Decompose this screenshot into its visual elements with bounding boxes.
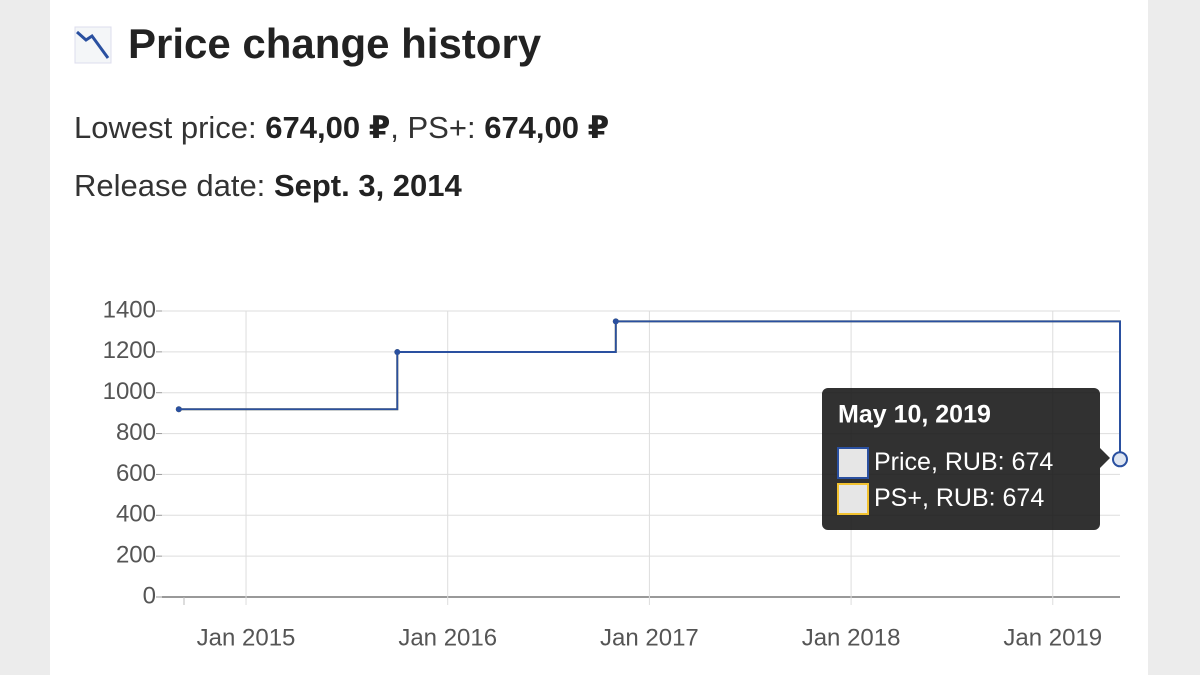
y-tick-label: 1000 — [103, 378, 156, 405]
data-point — [394, 349, 401, 356]
value: 674,00 ₽ — [265, 110, 391, 145]
icon-bg — [74, 26, 112, 64]
x-tick-label: Jan 2017 — [600, 624, 699, 651]
lowest-price-line: Lowest price: 674,00 ₽, PS+: 674,00 ₽ — [74, 110, 610, 145]
x-tick-label: Jan 2015 — [197, 624, 296, 651]
tooltip-box — [822, 388, 1110, 530]
page-title: Price change history — [128, 20, 542, 67]
series-name: PS+, RUB — [874, 484, 989, 512]
tooltip-row: Price, RUB: 674 — [874, 448, 1053, 476]
x-tick-label: Jan 2019 — [1003, 624, 1102, 651]
tooltip-swatch — [837, 447, 869, 479]
price-line — [178, 320, 1121, 460]
y-tick-label: 600 — [116, 460, 156, 487]
icon-line — [76, 30, 110, 59]
y-tick-label: 0 — [143, 582, 156, 609]
tooltip-swatch — [837, 483, 869, 515]
label: Release date: — [74, 168, 266, 203]
series-value: 674 — [1012, 448, 1054, 476]
release-line: Release date: Sept. 3, 2014 — [74, 168, 462, 204]
tooltip: May 10, 2019 Price, RUB: 674 PS+, RUB: 674 — [822, 388, 1110, 530]
series-name: Price, RUB — [874, 448, 998, 476]
y-tick-label: 400 — [116, 501, 156, 528]
data-point — [175, 406, 182, 413]
card — [50, 0, 1148, 675]
value: 674,00 ₽ — [484, 110, 610, 145]
x-tick-label: Jan 2016 — [398, 624, 497, 651]
label: PS+: — [407, 110, 476, 145]
y-tick-label: 800 — [116, 419, 156, 446]
y-tick-label: 200 — [116, 541, 156, 568]
series-value: 674 — [1003, 484, 1045, 512]
data-point — [612, 318, 619, 325]
value: Sept. 3, 2014 — [273, 168, 462, 203]
x-tick-label: Jan 2018 — [802, 624, 901, 651]
hover-point — [1112, 451, 1128, 468]
chart-icon — [74, 26, 112, 64]
label: Lowest price: — [74, 110, 257, 145]
y-tick-label: 1200 — [103, 337, 156, 364]
tooltip-title: May 10, 2019 — [838, 401, 991, 429]
tooltip-row: PS+, RUB: 674 — [874, 484, 1044, 512]
y-tick-label: 1400 — [103, 296, 156, 323]
